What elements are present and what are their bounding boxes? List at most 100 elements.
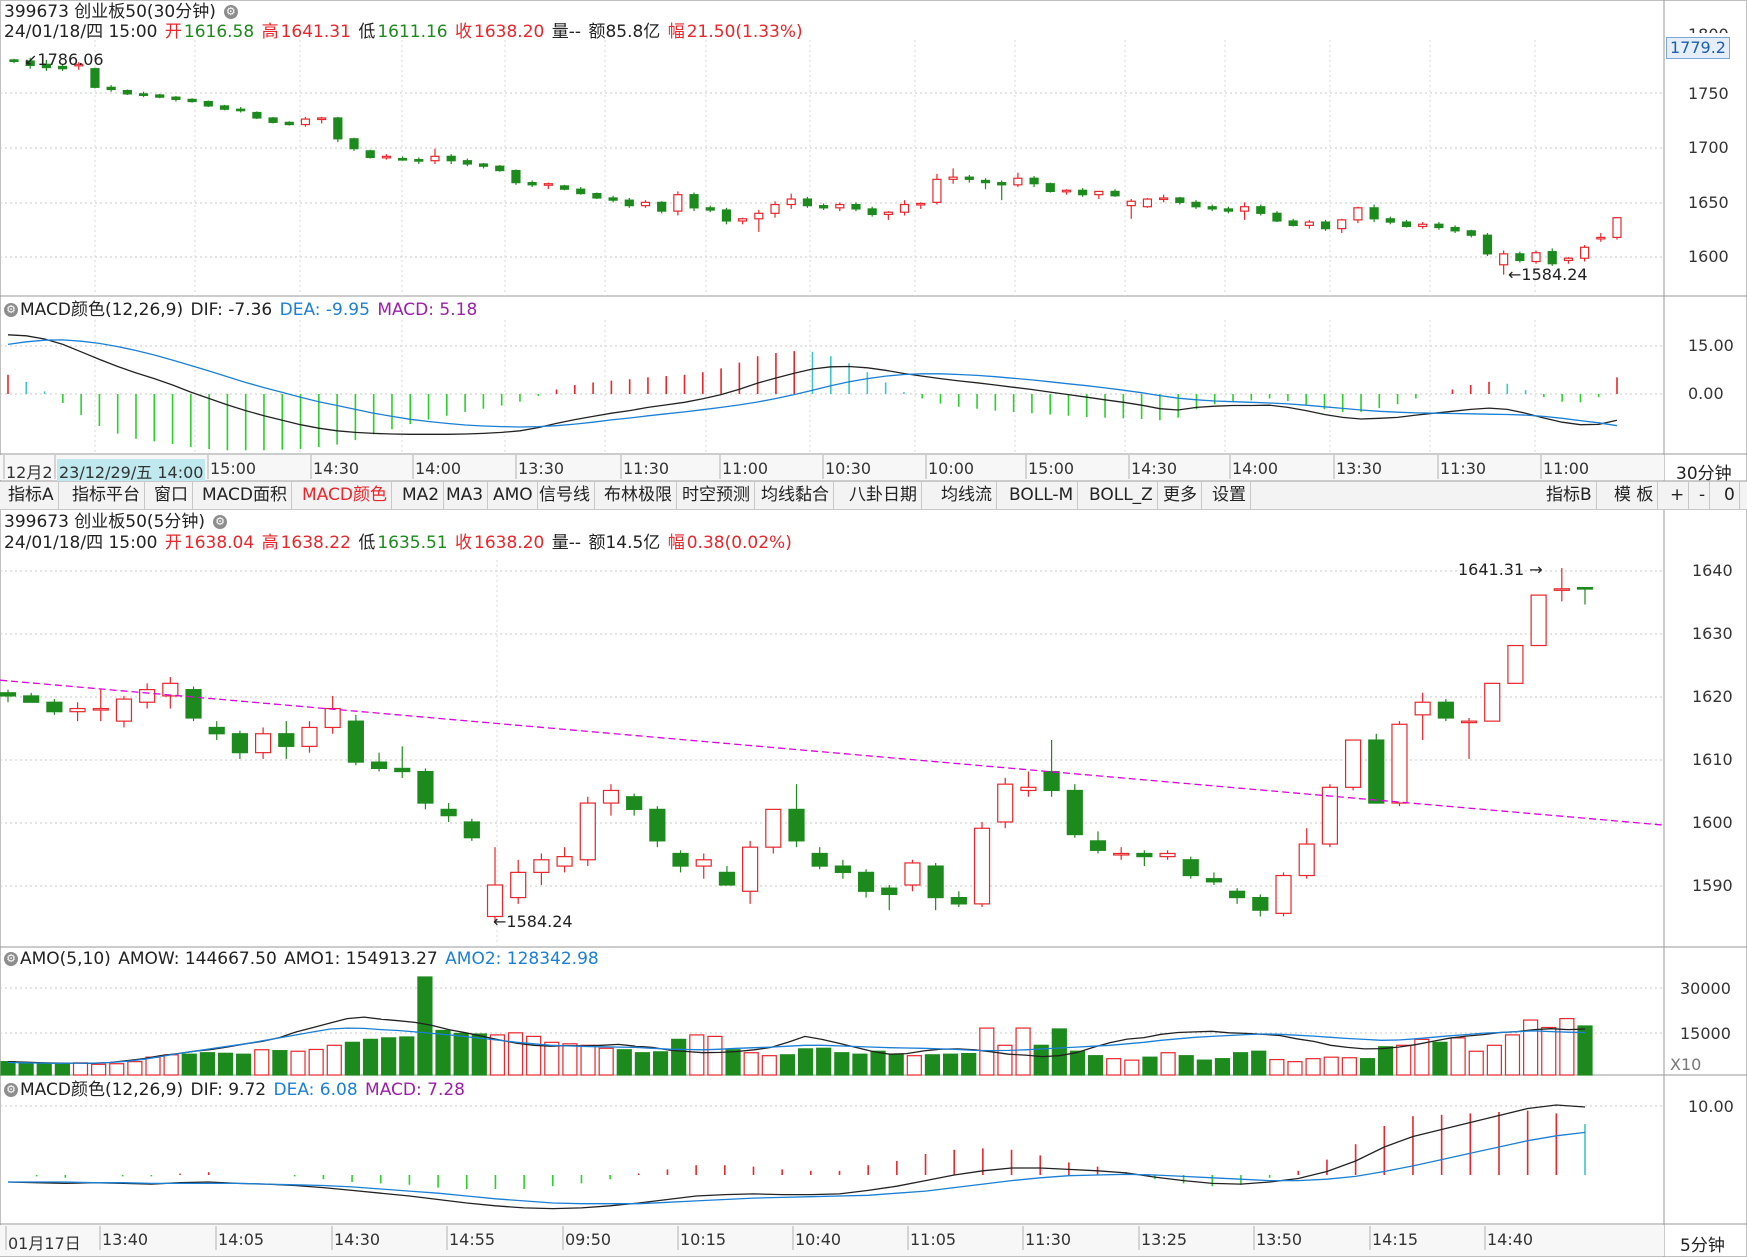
top-candle-body [430, 155, 440, 162]
bottom-candle-body [1089, 840, 1107, 851]
bottom-candle-body [881, 887, 898, 896]
top-candle-body [608, 197, 618, 201]
bottom-panel-ohlc: 24/01/18/四 15:00 开 1638.04 高 1638.22 低 1635… [4, 533, 794, 553]
amo-bar [417, 976, 433, 1076]
toolbar-right-button[interactable]: + [1666, 482, 1690, 509]
period-30min[interactable]: 30分钟 [1676, 464, 1732, 484]
indicator-tab[interactable]: MACD面积 [198, 482, 292, 509]
top-candle-body [997, 182, 1007, 186]
gear-icon[interactable]: ⚙ [223, 5, 238, 19]
amo-bar [870, 1050, 886, 1076]
amo-bar [1523, 1019, 1539, 1076]
bottom-candle-body [765, 808, 782, 848]
top-candle-body [462, 160, 472, 165]
indicator-tab[interactable]: 指标平台 [68, 482, 145, 509]
indicator-tab[interactable]: 布林极限 [600, 482, 677, 509]
indicator-tab[interactable]: 时空预测 [678, 482, 755, 509]
indicator-tab[interactable]: 设置 [1208, 482, 1251, 509]
time-axis-label: 14:30 [1131, 459, 1178, 478]
toolbar-right-button[interactable]: 模 板 [1610, 482, 1659, 509]
dif-line [7, 334, 1618, 435]
bottom-candle-body [185, 689, 202, 719]
bottom-candle-body [510, 871, 527, 899]
amo-bar [1323, 1056, 1339, 1076]
toolbar-right-button[interactable]: - [1695, 482, 1711, 509]
top-candle-body [1337, 219, 1347, 230]
bottom-candle-body [1484, 682, 1501, 722]
indicator-tab[interactable]: MA3 [442, 482, 489, 509]
indicator-tab[interactable]: AMO [489, 482, 538, 509]
amo-bar [725, 1049, 741, 1076]
bottom-candle-body [23, 695, 40, 703]
amo-bar [598, 1047, 614, 1076]
top-candle-body [1434, 223, 1444, 229]
indicator-tab[interactable]: MACD颜色 [298, 482, 392, 509]
bottom-candle-body [1252, 896, 1269, 911]
top-candle-body [1239, 206, 1250, 212]
amo-bar [489, 1034, 506, 1076]
amo-bar [217, 1052, 234, 1076]
amo1-value: AMO1: 154913.27 [284, 949, 438, 969]
top-candle-body [980, 179, 991, 184]
gear-icon[interactable]: ⚙ [4, 1083, 18, 1097]
gear-icon[interactable]: ⚙ [4, 952, 18, 966]
indicator-tab[interactable]: BOLL_Z [1085, 482, 1158, 509]
gear-icon[interactable]: ⚙ [4, 303, 18, 317]
indicator-tab[interactable]: 窗口 [150, 482, 193, 509]
macd-title: MACD颜色(12,26,9) [20, 300, 184, 320]
open-label: 开 [164, 533, 182, 553]
toolbar-right-button[interactable]: 指标B [1542, 482, 1597, 509]
top-y-tick: 1650 [1688, 193, 1729, 212]
amo-bar [1414, 1038, 1430, 1076]
bottom-panel-title: 399673 创业板50(5分钟) [4, 512, 206, 532]
top-candle-body [1596, 236, 1606, 240]
top-candle-body [1580, 246, 1590, 259]
top-candle-body [1612, 217, 1622, 239]
trend-line [0, 679, 1665, 826]
indicator-tab[interactable]: 八卦日期 [845, 482, 922, 509]
amo-bar [1287, 1061, 1303, 1076]
top-candle-body [1207, 206, 1217, 210]
macd-value: MACD: 5.18 [377, 300, 478, 320]
close-label: 收 [455, 533, 473, 553]
indicator-tab[interactable]: BOLL-M [1005, 482, 1079, 509]
time-axis-label: 15:00 [1028, 459, 1075, 478]
time-axis-label: 14:40 [1487, 1230, 1534, 1249]
bottom-candle-body [834, 865, 851, 873]
top-candle-body [268, 117, 278, 123]
amo-bar [1341, 1057, 1357, 1076]
bottom-candle-body [417, 770, 434, 804]
bottom-macd-header: ⚙ MACD颜色(12,26,9) DIF: 9.72 DEA: 6.08 MAC… [4, 1080, 467, 1100]
amount-value: 额14.5亿 [588, 533, 661, 553]
top-candle-body [446, 155, 456, 162]
amo-bar [326, 1044, 342, 1076]
indicator-tab[interactable]: 均线流 [937, 482, 997, 509]
amo-header: ⚙ AMO(5,10) AMOW: 144667.50 AMO1: 154913.… [4, 949, 601, 969]
period-5min[interactable]: 5分钟 [1680, 1236, 1725, 1256]
amo-bar [1214, 1058, 1231, 1076]
indicator-tab[interactable]: 指标A [4, 482, 59, 509]
toolbar-right-button[interactable]: 0 [1720, 482, 1740, 509]
bottom-candle-body [370, 761, 388, 770]
amo-bar [834, 1052, 850, 1076]
gear-icon[interactable]: ⚙ [213, 515, 228, 529]
high-value: 1641.31 [280, 22, 351, 42]
top-candle-body [851, 203, 861, 210]
change-label: 幅 [667, 22, 685, 42]
time-axis-label: 01月17日 [8, 1234, 81, 1253]
bottom-candle-body [602, 789, 620, 804]
indicator-tab[interactable]: 均线黏合 [757, 482, 834, 509]
indicator-tab[interactable]: 信号线 [535, 482, 595, 509]
time-axis-label: 14:30 [313, 459, 360, 478]
top-candle-body [1175, 197, 1185, 203]
top-candle-body [122, 89, 132, 95]
min-price-annotation: ←1584.24 [1508, 265, 1588, 284]
bottom-candle-body [1229, 890, 1246, 899]
indicator-tab[interactable]: 更多 [1159, 482, 1202, 509]
indicator-tab[interactable]: MA2 [398, 482, 445, 509]
top-date: 24/01/18/四 15:00 [4, 22, 158, 42]
top-candle-body [1353, 207, 1363, 221]
top-candle-body [398, 157, 408, 161]
bottom-candle-body [973, 827, 991, 905]
top-candle-body [203, 100, 213, 107]
